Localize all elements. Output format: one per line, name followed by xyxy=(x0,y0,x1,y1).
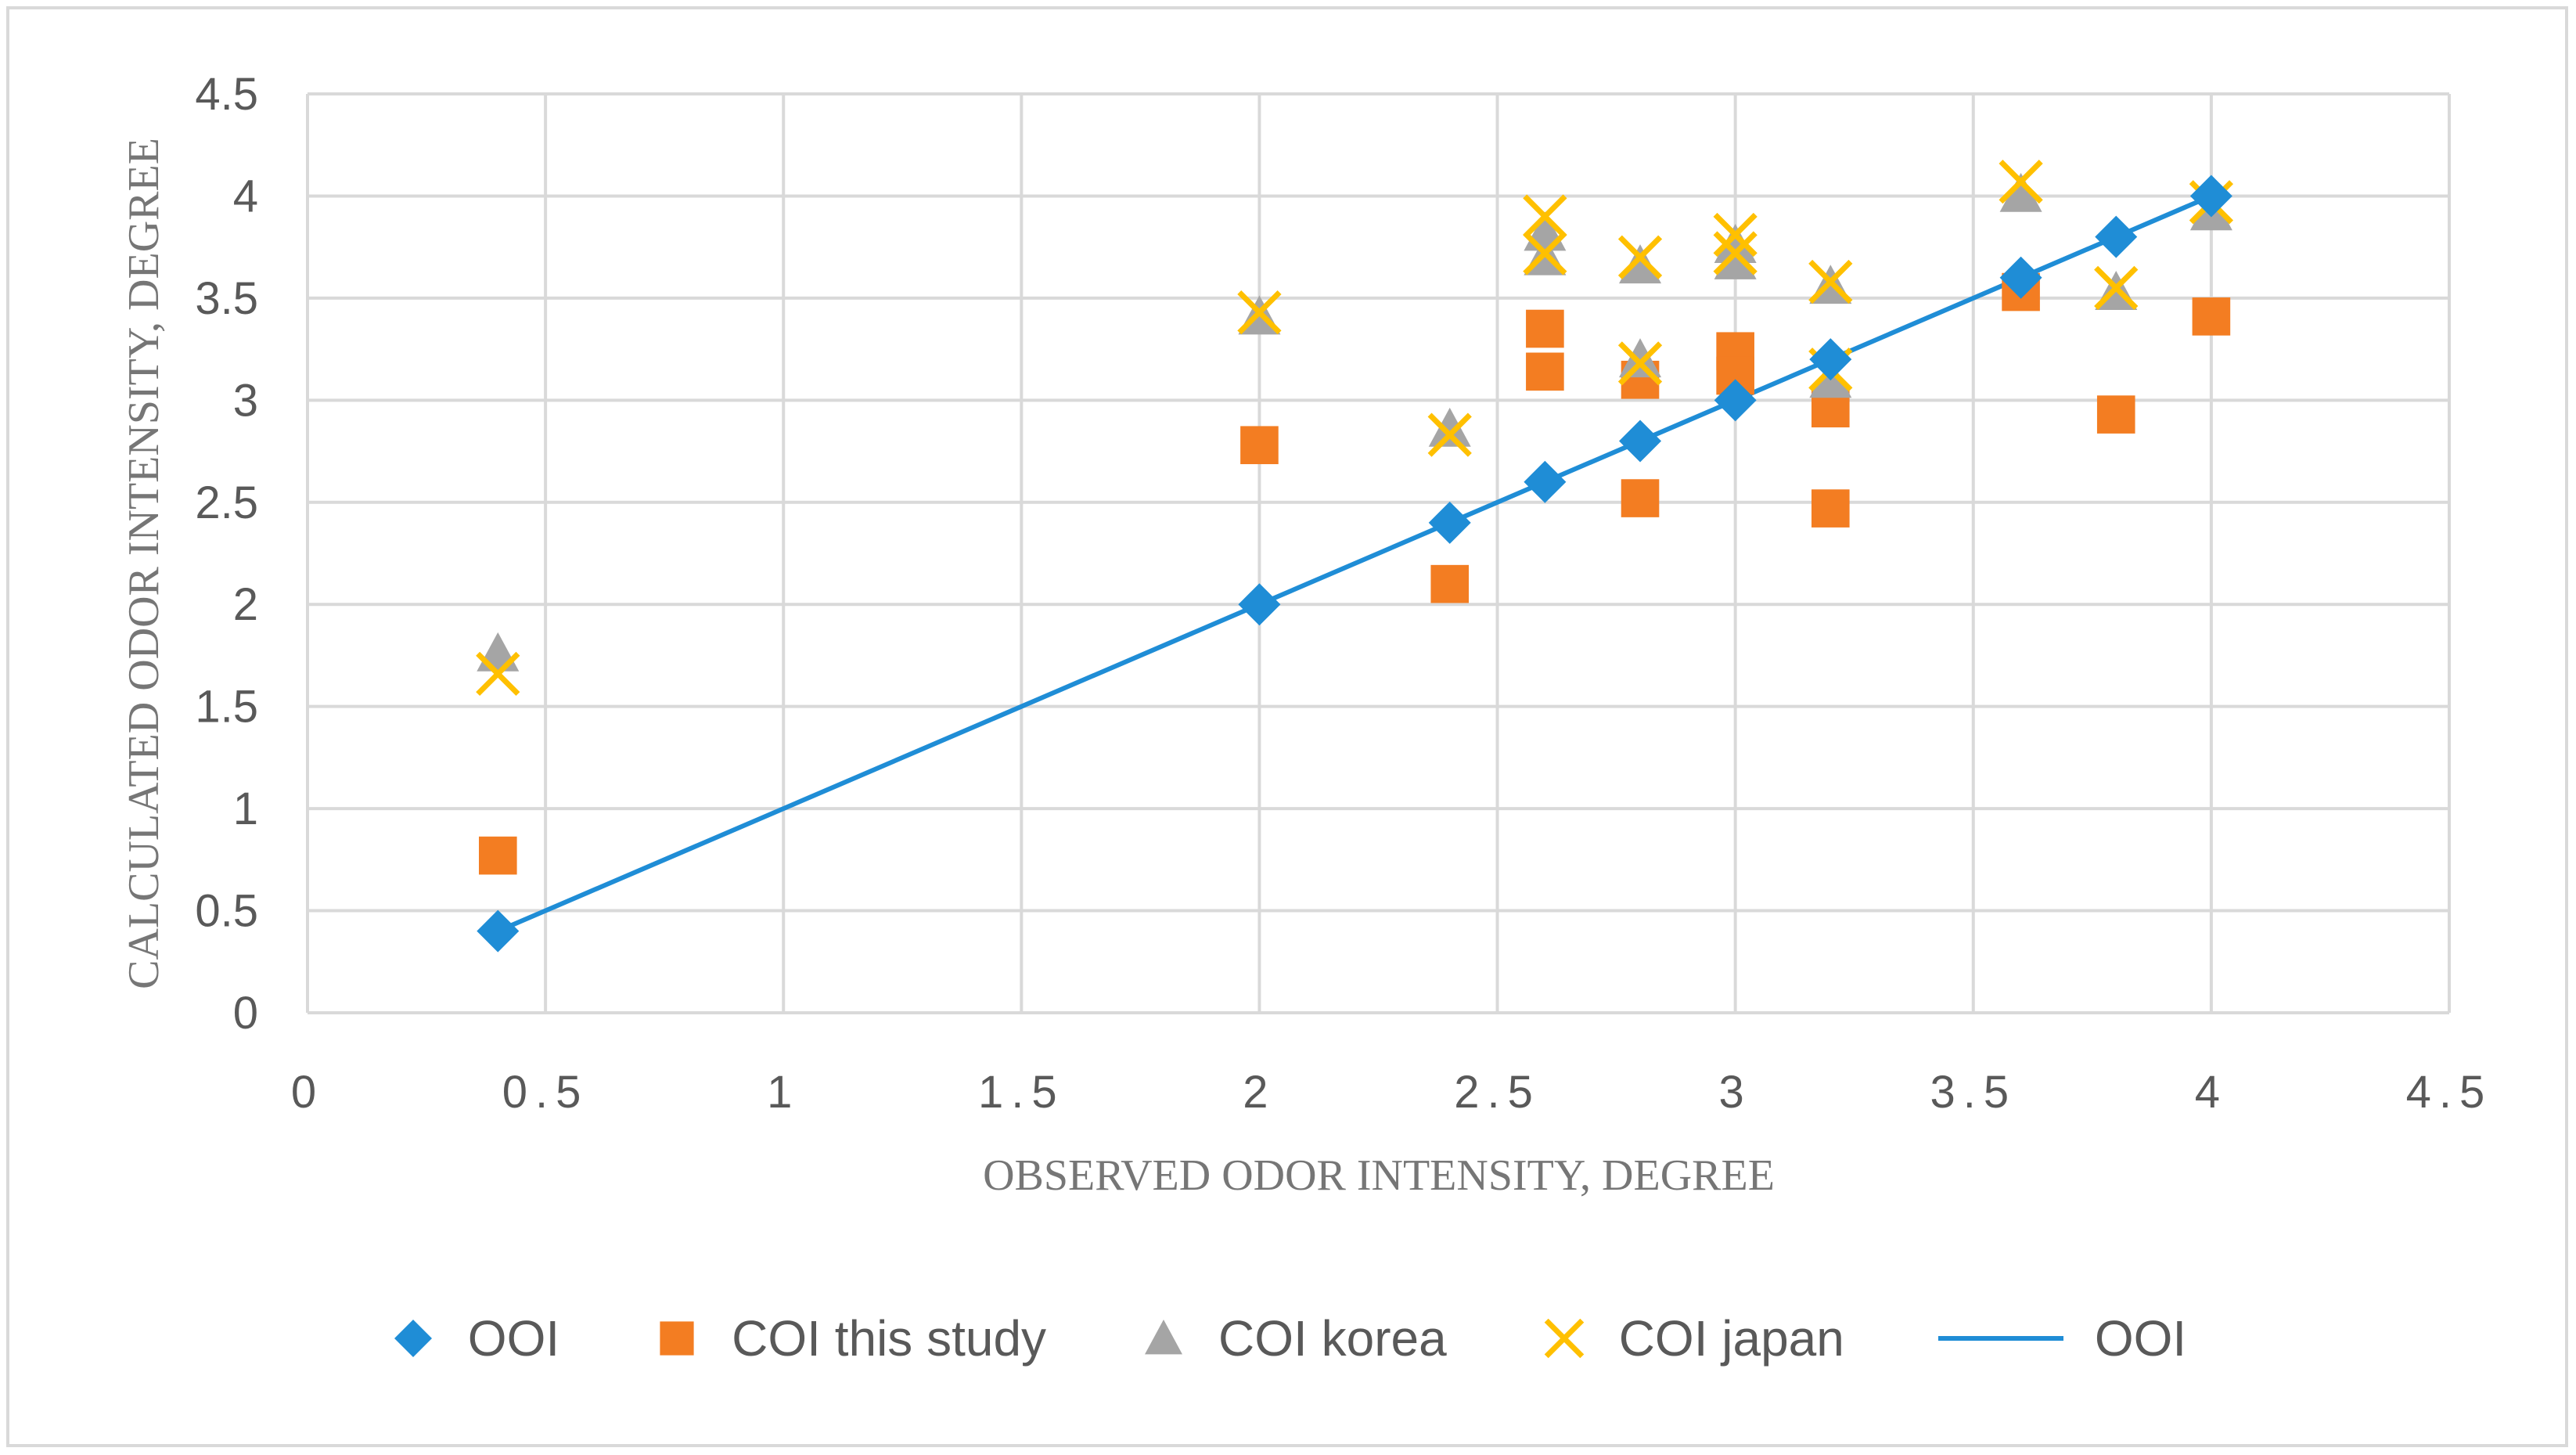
legend-item: OOI xyxy=(390,1309,559,1367)
ooi-point xyxy=(1524,460,1567,503)
coi-this-study-point xyxy=(1240,426,1279,465)
coi-korea-point xyxy=(1999,172,2042,212)
legend-label: COI this study xyxy=(732,1310,1047,1367)
y-axis-ticks: 0 0.5 1 1.5 2 2.5 3 3.5 4 4.5 xyxy=(195,69,258,1039)
legend-item: OOI xyxy=(1937,1309,2187,1367)
x-tick-label: 1.5 xyxy=(978,1067,1065,1118)
coi-japan-point xyxy=(1617,235,1663,279)
ooi-point xyxy=(1714,379,1757,422)
ooi-point xyxy=(2095,215,2138,258)
square-legend-icon xyxy=(660,1321,694,1356)
chart-frame xyxy=(6,6,2568,1447)
y-tick-label: 4 xyxy=(233,171,258,221)
coi-japan-point xyxy=(2094,265,2139,310)
ooi-point xyxy=(477,909,520,953)
y-tick-label: 2 xyxy=(233,579,258,630)
legend-item: COI japan xyxy=(1541,1309,1844,1367)
x-tick-label: 2.5 xyxy=(1454,1067,1541,1118)
x-tick-label: 4 xyxy=(2195,1067,2228,1118)
x-axis-ticks: 0 0.5 1 1.5 2 2.5 3 3.5 4 4.5 xyxy=(291,1067,2493,1118)
coi-this-study-point xyxy=(478,836,517,875)
legend-label: OOI xyxy=(467,1310,560,1367)
legend-item: COI korea xyxy=(1140,1309,1447,1367)
ooi-trend-line xyxy=(497,193,2213,934)
x-tick-label: 4.5 xyxy=(2406,1067,2493,1118)
trend-lines xyxy=(497,193,2213,934)
legend-marker-swatch xyxy=(1544,1318,1584,1359)
y-axis-title: CALCULATED ODOR INTENSITY, DEGREE xyxy=(120,138,168,989)
x-tick-label: 0.5 xyxy=(502,1067,589,1118)
triangle-legend-icon xyxy=(1145,1320,1183,1355)
legend-item: COI this study xyxy=(653,1309,1046,1367)
coi-japan-point xyxy=(1427,412,1472,457)
y-tick-label: 0.5 xyxy=(195,886,258,937)
x-axis-title: OBSERVED ODOR INTENSITY, DEGREE xyxy=(983,1151,1775,1200)
legend-marker-swatch xyxy=(394,1320,432,1357)
x-tick-label: 2 xyxy=(1243,1067,1275,1118)
coi-this-study-point xyxy=(1811,489,1850,528)
coi-korea-point xyxy=(1619,338,1662,378)
ooi-point xyxy=(1999,256,2042,299)
coi-korea-point xyxy=(1619,244,1662,284)
coi-japan-point xyxy=(1999,160,2043,204)
ooi-point xyxy=(1238,583,1281,626)
x-tick-label: 3.5 xyxy=(1930,1067,2017,1118)
coi-this-study-point xyxy=(2192,297,2231,336)
coi-japan-point xyxy=(1617,341,1663,386)
legend: OOI COI this study COI korea COI japan OOI xyxy=(0,1299,2576,1378)
x-tick-label: 1 xyxy=(767,1067,800,1118)
x-tick-label: 3 xyxy=(1719,1067,1752,1118)
gridlines xyxy=(306,92,2451,1014)
coi-japan-point xyxy=(1808,259,1853,304)
coi-this-study-point xyxy=(1621,479,1660,517)
coi-japan-point xyxy=(1523,231,1567,276)
coi-this-study-point xyxy=(1430,564,1470,603)
coi-this-study-point xyxy=(1526,309,1564,348)
ooi-point xyxy=(1809,338,1852,381)
diamond-legend-icon xyxy=(394,1320,432,1357)
ooi-point xyxy=(1619,420,1662,463)
y-tick-label: 2.5 xyxy=(195,477,258,528)
y-tick-label: 0 xyxy=(233,988,258,1039)
coi-korea-point xyxy=(1428,407,1471,447)
coi-japan-point xyxy=(1713,212,1758,258)
y-tick-label: 1 xyxy=(233,783,258,834)
ooi-point xyxy=(1428,501,1471,544)
legend-marker-swatch xyxy=(660,1321,694,1356)
coi-this-study-point xyxy=(1526,352,1564,391)
coi-japan-point xyxy=(1523,194,1567,239)
legend-label: OOI xyxy=(2094,1310,2187,1367)
coi-korea-point xyxy=(477,632,520,672)
line-legend-icon xyxy=(1937,1336,2063,1341)
y-tick-label: 3 xyxy=(233,375,258,426)
ooi-point xyxy=(2189,175,2232,218)
legend-marker-swatch xyxy=(1145,1320,1183,1355)
legend-label: COI korea xyxy=(1218,1310,1447,1367)
coi-korea-point xyxy=(1714,239,1757,279)
data-points xyxy=(476,160,2234,953)
coi-this-study-point xyxy=(2096,395,2135,434)
x-tick-label: 0 xyxy=(291,1067,324,1118)
y-tick-label: 3.5 xyxy=(195,273,258,324)
y-tick-label: 4.5 xyxy=(195,69,258,120)
x-legend-icon xyxy=(1544,1318,1584,1359)
coi-japan-point xyxy=(1713,231,1758,276)
y-tick-label: 1.5 xyxy=(195,682,258,733)
coi-japan-point xyxy=(1237,290,1282,335)
coi-japan-point xyxy=(476,651,520,697)
legend-label: COI japan xyxy=(1618,1310,1844,1367)
